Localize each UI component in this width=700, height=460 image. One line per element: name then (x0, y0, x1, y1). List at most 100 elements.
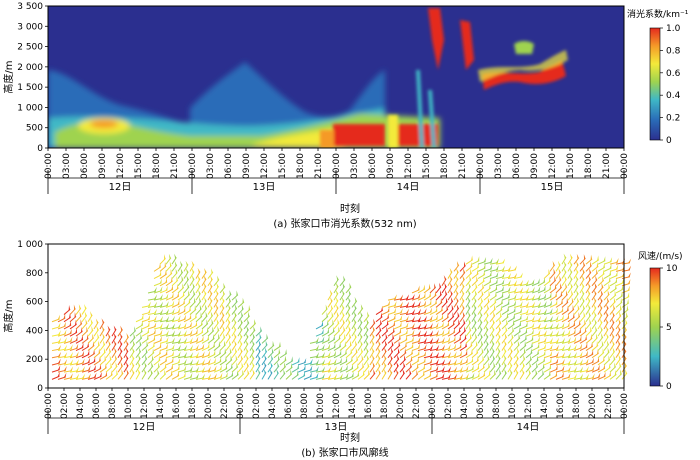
wind-barb-shaft (195, 308, 202, 315)
wind-barb-shaft (399, 326, 408, 330)
wind-barb (477, 340, 484, 351)
wind-barb-flag (617, 347, 621, 353)
wind-barb (357, 332, 363, 344)
wind-barb (159, 254, 166, 265)
wind-barb-flag (341, 311, 345, 317)
wind-barb (297, 364, 306, 373)
wind-barb-shaft (315, 370, 324, 373)
wind-barb-shaft (165, 354, 174, 359)
wind-barb-shaft (189, 278, 195, 287)
wind-barb (465, 333, 472, 344)
x-tick-label: 00:00 (236, 393, 246, 419)
wind-barb-shaft (165, 361, 174, 366)
wind-barb (585, 303, 591, 315)
wind-barb-shaft (369, 365, 375, 373)
wind-barb (189, 260, 195, 272)
wind-barb (591, 255, 599, 265)
wind-barb-shaft (51, 348, 60, 352)
wind-barb (93, 318, 99, 330)
wind-barb-shaft (483, 336, 489, 344)
wind-barb (399, 301, 410, 308)
wind-barb-flag (97, 333, 100, 339)
wind-barb (207, 318, 214, 330)
wind-barb (189, 305, 197, 315)
wind-barb-flag (105, 371, 107, 377)
x-tick-label: 00:00 (44, 153, 54, 179)
wind-barb (609, 325, 615, 337)
wind-barb-flag (335, 282, 339, 288)
wind-barb-shaft (327, 307, 334, 315)
wind-barb-shaft (141, 358, 148, 366)
wind-barb-flag (474, 289, 477, 296)
wind-barb-flag (343, 275, 346, 282)
wind-barb (561, 253, 567, 265)
day-label: 13日 (325, 422, 348, 433)
wind-barb (561, 290, 568, 301)
wind-barb (81, 311, 88, 323)
wind-barb-shaft (99, 351, 106, 359)
wind-barb-shaft (375, 309, 384, 315)
x-tick-label: 21:00 (314, 153, 324, 179)
wind-barb-shaft (105, 374, 113, 380)
wind-barb-flag (435, 306, 438, 312)
wind-barb (567, 260, 573, 272)
wind-barb-shaft (225, 314, 231, 323)
wind-barb (597, 289, 604, 301)
day-label: 12日 (109, 182, 132, 193)
wind-barb-flag (335, 303, 339, 310)
wind-barb-shaft (597, 329, 603, 337)
wind-barb (495, 361, 501, 373)
wind-barb-shaft (525, 298, 534, 301)
wind-barb-shaft (363, 322, 369, 330)
wind-barb-flag (467, 311, 471, 317)
wind-barb (591, 318, 597, 330)
wind-barb (237, 369, 245, 380)
wind-barb (213, 311, 219, 323)
wind-barb-flag (609, 263, 612, 269)
wind-barb (213, 289, 219, 301)
wind-barb-flag (573, 351, 578, 357)
wind-barb (57, 359, 68, 366)
wind-barb (495, 311, 502, 323)
wind-barb (429, 314, 438, 323)
wind-barb (459, 282, 465, 294)
wind-barb-shaft (99, 359, 107, 366)
wind-barb-shaft (393, 365, 399, 373)
wind-barb-shaft (237, 373, 245, 380)
wind-barb-flag (390, 347, 393, 353)
wind-barb (549, 351, 559, 359)
wind-barb-flag (461, 282, 465, 288)
wind-barb-flag (464, 333, 467, 340)
wind-barb (597, 355, 605, 366)
wind-barb (609, 304, 616, 315)
x-tick-label: 08:00 (108, 393, 118, 419)
wind-barb-flag (479, 318, 483, 324)
wind-barb-flag (492, 354, 495, 361)
wind-barb (243, 318, 250, 330)
wind-barb-shaft (447, 331, 456, 337)
wind-barb-shaft (597, 336, 604, 344)
wind-barb-flag (627, 265, 632, 271)
wind-barb-flag (385, 333, 388, 339)
wind-barb-flag (133, 333, 136, 339)
wind-barb-shaft (609, 261, 618, 265)
wind-barb-shaft (585, 353, 594, 359)
wind-barb-flag (567, 366, 571, 371)
wind-barb-flag (335, 296, 339, 303)
wind-barb-flag (245, 347, 249, 353)
wind-barb-flag (474, 325, 477, 332)
wind-barb-shaft (99, 321, 105, 330)
wind-barb-shaft (513, 283, 522, 287)
wind-barb-flag (587, 296, 591, 303)
wind-barb (231, 347, 238, 359)
wind-barb-flag (554, 275, 556, 282)
wind-barb-flag (335, 289, 339, 295)
wind-barb (87, 333, 95, 344)
wind-barb-flag (290, 369, 292, 376)
wind-barb (381, 319, 389, 330)
wind-barb-shaft (87, 314, 93, 323)
wind-barb-shaft (201, 271, 207, 279)
wind-barb-shaft (201, 362, 210, 366)
wind-barb-shaft (447, 308, 454, 315)
wind-barb-shaft (417, 288, 426, 294)
